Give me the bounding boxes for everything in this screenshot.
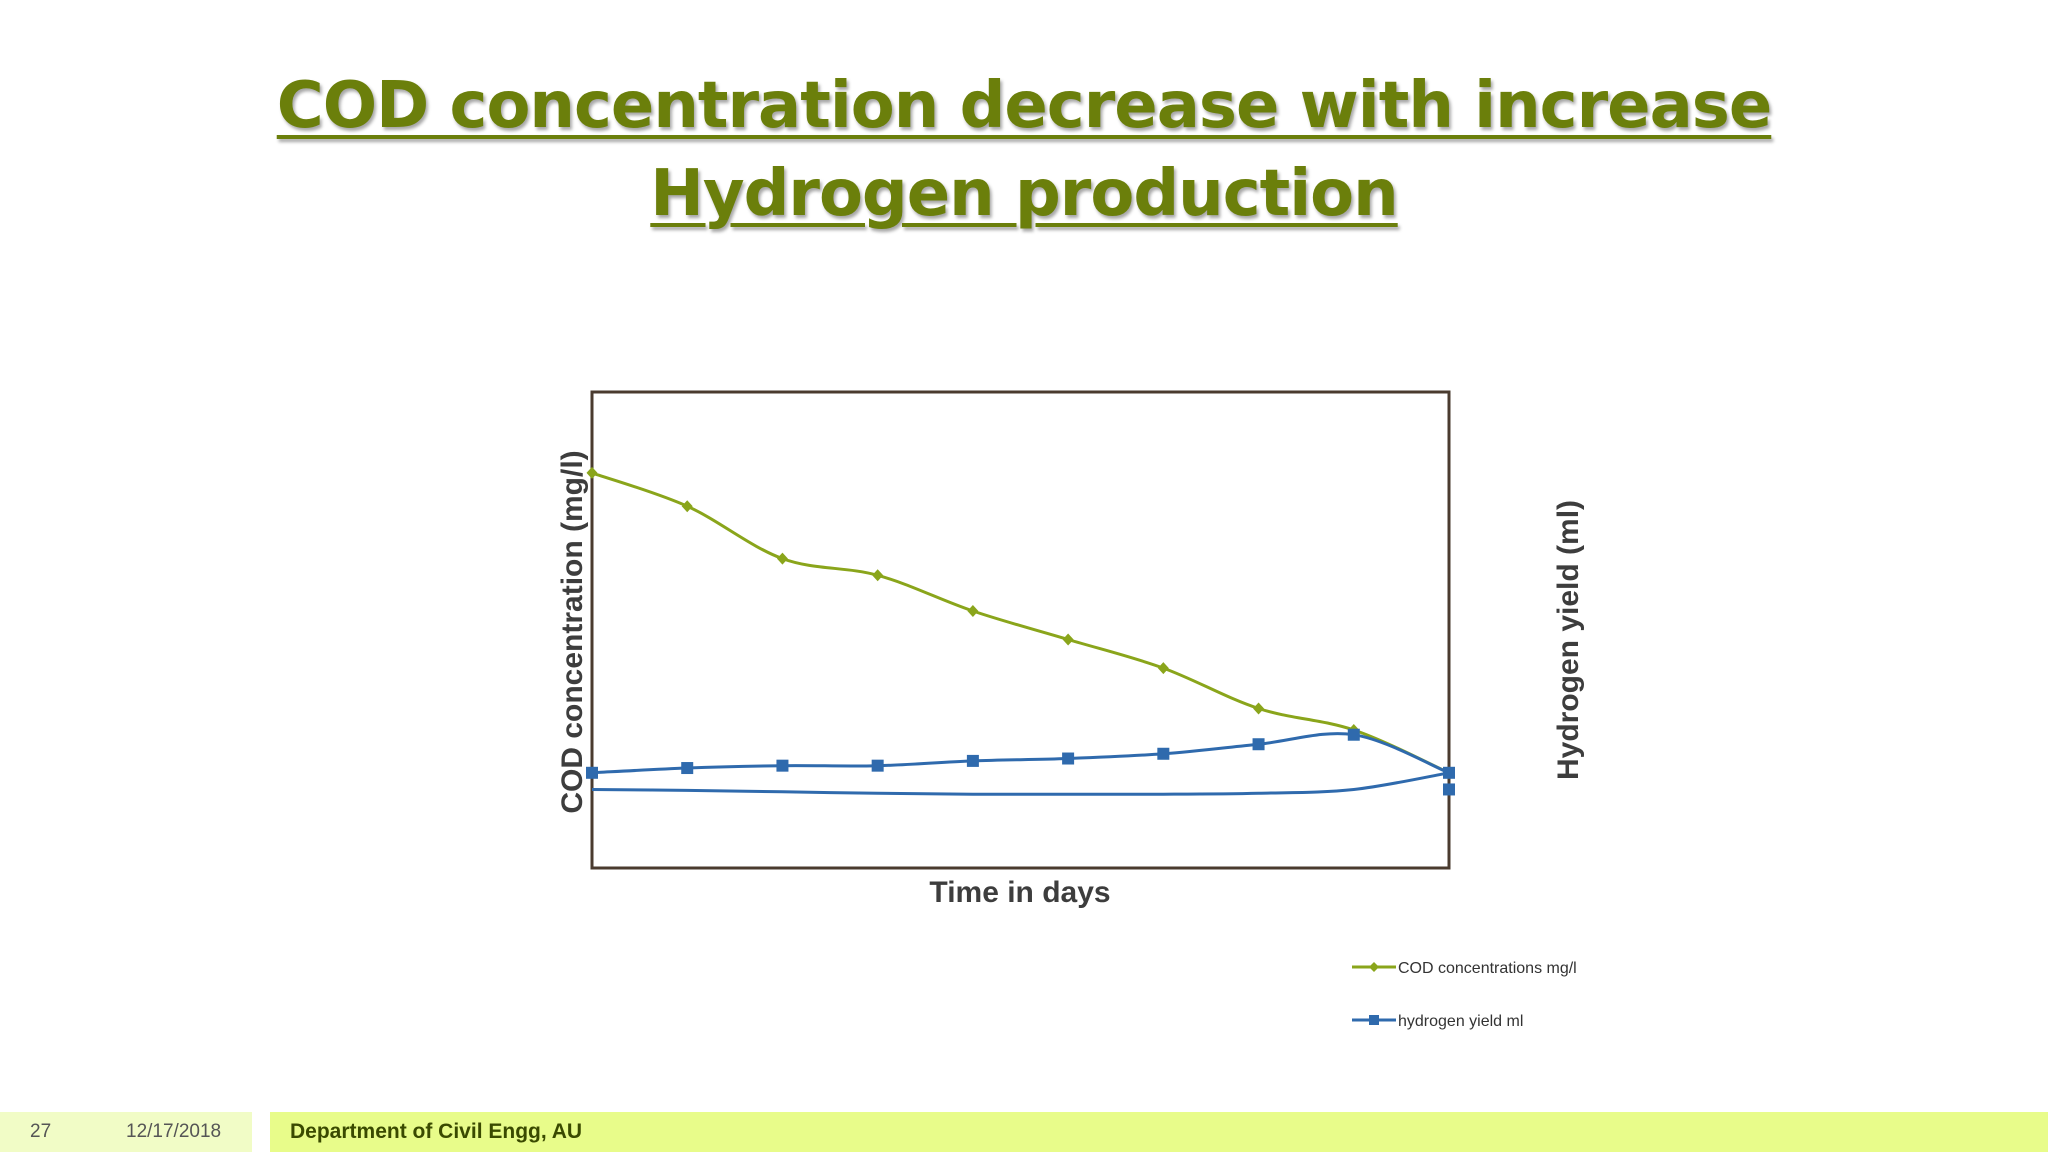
- footer-left-band: 27 12/17/2018: [0, 1112, 252, 1152]
- cod-data-point: [776, 552, 788, 565]
- footer-department: Department of Civil Engg, AU: [290, 1120, 583, 1143]
- hydrogen-series-line: [591, 732, 1450, 775]
- hydrogen-data-point: [966, 754, 979, 767]
- x-axis-label: Time in days: [929, 876, 1110, 909]
- hydrogen-data-point: [871, 759, 884, 772]
- footer-date: 12/17/2018: [126, 1121, 222, 1142]
- cod-data-point: [586, 466, 598, 479]
- legend-item-cod: COD concentrations mg/l: [1352, 960, 1577, 977]
- hydrogen-return-trace-line: [591, 771, 1450, 796]
- hydrogen-data-point: [1252, 738, 1265, 751]
- y2-axis-label: Hydrogen yield (ml): [1552, 500, 1585, 780]
- legend-marker-hydrogen: [1369, 1015, 1379, 1025]
- y-axis-label: COD concentration (mg/l): [556, 450, 589, 813]
- hydrogen-data-point: [1347, 728, 1360, 741]
- title-line-2: Hydrogen production: [650, 157, 1398, 231]
- hydrogen-data-point: [1443, 766, 1455, 779]
- legend-item-hydrogen: hydrogen yield ml: [1352, 1013, 1523, 1030]
- cod-data-point: [1062, 633, 1074, 646]
- hydrogen-data-point: [1157, 747, 1170, 760]
- legend-marker-cod: [1369, 962, 1379, 972]
- hydrogen-data-point: [586, 766, 598, 779]
- cod-data-point: [967, 604, 979, 617]
- legend-label-cod: COD concentrations mg/l: [1398, 960, 1577, 977]
- page-number: 27: [30, 1121, 52, 1142]
- cod-data-point: [1253, 702, 1265, 715]
- series-layer: [586, 466, 1455, 796]
- hydrogen-data-point: [681, 762, 694, 775]
- plot-area-border: [590, 390, 1451, 870]
- legend-label-hydrogen: hydrogen yield ml: [1398, 1013, 1523, 1030]
- footer-right-band: Department of Civil Engg, AU: [270, 1112, 2048, 1152]
- hydrogen-return-point: [1443, 783, 1455, 796]
- title-line-1: COD concentration decrease with increase: [276, 69, 1773, 143]
- cod-series-line: [591, 471, 1450, 775]
- cod-data-point: [872, 569, 884, 582]
- hydrogen-data-point: [1062, 752, 1075, 765]
- slide-footer: 27 12/17/2018 Department of Civil Engg, …: [0, 1112, 2048, 1152]
- slide-title: COD concentration decrease with increase…: [0, 62, 2048, 238]
- hydrogen-data-point: [776, 759, 789, 772]
- cod-data-point: [681, 500, 693, 513]
- legend: COD concentrations mg/l hydrogen yield m…: [1352, 960, 1577, 1030]
- cod-data-point: [1157, 662, 1169, 675]
